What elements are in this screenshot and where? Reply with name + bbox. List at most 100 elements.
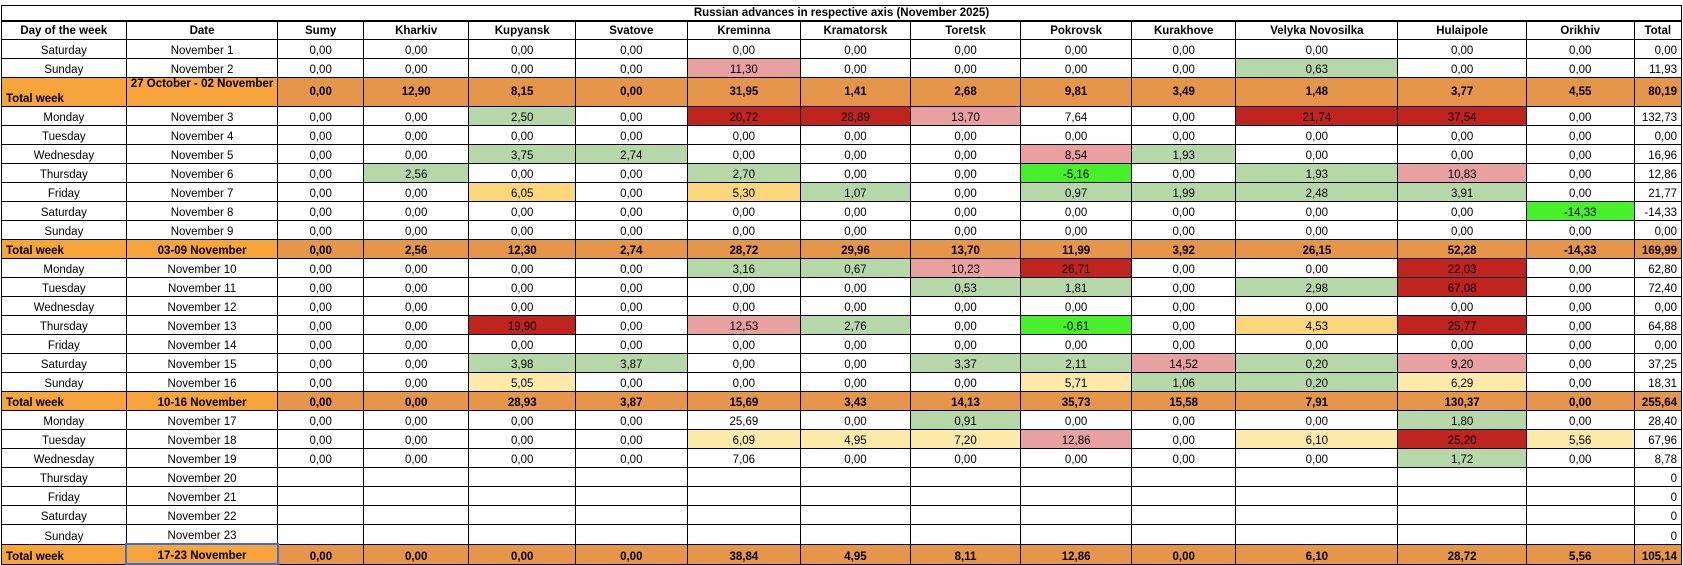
value-cell[interactable] [1525,467,1635,487]
value-cell[interactable]: 12,53 [686,315,802,335]
row-total-cell[interactable]: 18,31 [1633,372,1683,392]
value-cell[interactable]: 1,41 [800,77,911,107]
value-cell[interactable]: 0,00 [1020,125,1132,145]
value-cell[interactable]: 38,84 [686,543,802,565]
value-cell[interactable]: 0,00 [468,125,576,145]
date-cell[interactable]: November 15 [125,353,279,373]
value-cell[interactable]: 7,64 [1020,106,1132,126]
value-cell[interactable]: 67,08 [1397,277,1527,297]
value-cell[interactable]: 1,81 [1020,277,1132,297]
value-cell[interactable]: 0,00 [800,201,911,221]
value-cell[interactable]: 3,16 [686,258,802,278]
value-cell[interactable]: 130,37 [1397,391,1527,411]
row-total-cell[interactable]: 169,99 [1633,239,1683,259]
value-cell[interactable]: 0,00 [575,334,688,354]
value-cell[interactable]: 25,69 [686,410,802,430]
value-cell[interactable]: 35,73 [1020,391,1132,411]
value-cell[interactable]: 0,00 [362,334,470,354]
value-cell[interactable]: 0,00 [909,163,1022,183]
value-cell[interactable]: 0,00 [1020,39,1132,59]
value-cell[interactable]: 26,71 [1020,258,1132,278]
date-cell[interactable]: November 7 [125,182,279,202]
value-cell[interactable]: 0,00 [1130,163,1237,183]
value-cell[interactable]: 0,00 [362,277,470,297]
value-cell[interactable]: 2,48 [1235,182,1399,202]
value-cell[interactable]: 29,96 [800,239,911,259]
value-cell[interactable]: 0,00 [1525,315,1635,335]
value-cell[interactable]: 0,00 [362,448,470,468]
day-cell[interactable]: Monday [1,106,127,126]
row-total-cell[interactable]: 0,00 [1633,39,1683,59]
row-total-cell[interactable]: 11,93 [1633,58,1683,78]
date-cell[interactable]: November 23 [125,524,279,545]
value-cell[interactable]: 0,00 [1525,125,1635,145]
value-cell[interactable] [277,524,364,545]
value-cell[interactable]: 0,00 [277,334,364,354]
date-cell[interactable]: November 21 [125,486,279,506]
value-cell[interactable]: 2,70 [686,163,802,183]
value-cell[interactable]: 8,54 [1020,144,1132,164]
date-cell[interactable]: November 20 [125,467,279,487]
day-cell[interactable]: Tuesday [1,429,127,449]
value-cell[interactable]: 52,28 [1397,239,1527,259]
date-cell[interactable]: November 18 [125,429,279,449]
value-cell[interactable]: 0,00 [468,201,576,221]
value-cell[interactable] [909,505,1022,525]
value-cell[interactable]: 0,00 [1235,334,1399,354]
date-cell[interactable]: November 16 [125,372,279,392]
value-cell[interactable]: 0,00 [1130,277,1237,297]
value-cell[interactable]: 0,00 [1130,125,1237,145]
value-cell[interactable]: 2,76 [800,315,911,335]
value-cell[interactable]: 0,00 [1397,220,1527,240]
day-cell[interactable]: Monday [1,258,127,278]
value-cell[interactable]: 0,00 [1525,58,1635,78]
value-cell[interactable]: 8,15 [468,77,576,107]
value-cell[interactable]: 0,00 [909,448,1022,468]
value-cell[interactable]: 0,00 [362,258,470,278]
value-cell[interactable]: 0,00 [1525,163,1635,183]
value-cell[interactable] [362,524,470,545]
date-cell[interactable]: 10-16 November [125,391,279,411]
value-cell[interactable] [1130,467,1237,487]
sheet-title[interactable]: Russian advances in respective axis (Nov… [1,5,1682,22]
date-cell[interactable]: November 1 [125,39,279,59]
value-cell[interactable] [1235,524,1399,545]
value-cell[interactable]: 0,00 [1130,410,1237,430]
column-header-kreminna[interactable]: Kreminna [686,20,802,40]
value-cell[interactable]: 0,00 [575,410,688,430]
value-cell[interactable] [1235,486,1399,506]
column-header-orikhiv[interactable]: Orikhiv [1525,20,1635,40]
value-cell[interactable] [575,486,688,506]
value-cell[interactable] [1397,524,1527,545]
value-cell[interactable]: 12,86 [1020,543,1132,565]
value-cell[interactable] [1235,505,1399,525]
value-cell[interactable]: 3,98 [468,353,576,373]
row-total-cell[interactable]: -14,33 [1633,201,1683,221]
value-cell[interactable]: 10,83 [1397,163,1527,183]
value-cell[interactable]: 0,00 [468,220,576,240]
row-total-cell[interactable]: 0,00 [1633,220,1683,240]
value-cell[interactable]: 0,00 [362,125,470,145]
value-cell[interactable]: 0,00 [686,372,802,392]
value-cell[interactable]: 8,11 [909,543,1022,565]
date-cell[interactable]: November 2 [125,58,279,78]
value-cell[interactable]: 0,97 [1020,182,1132,202]
value-cell[interactable]: 0,00 [575,372,688,392]
day-cell[interactable]: Monday [1,410,127,430]
value-cell[interactable]: 0,00 [1525,334,1635,354]
value-cell[interactable]: 0,00 [1130,429,1237,449]
value-cell[interactable]: 3,87 [575,391,688,411]
value-cell[interactable]: 0,00 [468,39,576,59]
value-cell[interactable]: 0,00 [575,163,688,183]
value-cell[interactable]: 0,00 [1397,201,1527,221]
value-cell[interactable]: 0,00 [468,429,576,449]
value-cell[interactable] [909,467,1022,487]
row-total-cell[interactable]: 0 [1633,524,1683,545]
value-cell[interactable]: 0,00 [277,429,364,449]
row-total-cell[interactable]: 0 [1633,486,1683,506]
value-cell[interactable]: 0,00 [468,410,576,430]
value-cell[interactable]: 14,13 [909,391,1022,411]
date-cell[interactable]: November 4 [125,125,279,145]
value-cell[interactable]: 0,00 [575,39,688,59]
value-cell[interactable]: 0,00 [468,448,576,468]
